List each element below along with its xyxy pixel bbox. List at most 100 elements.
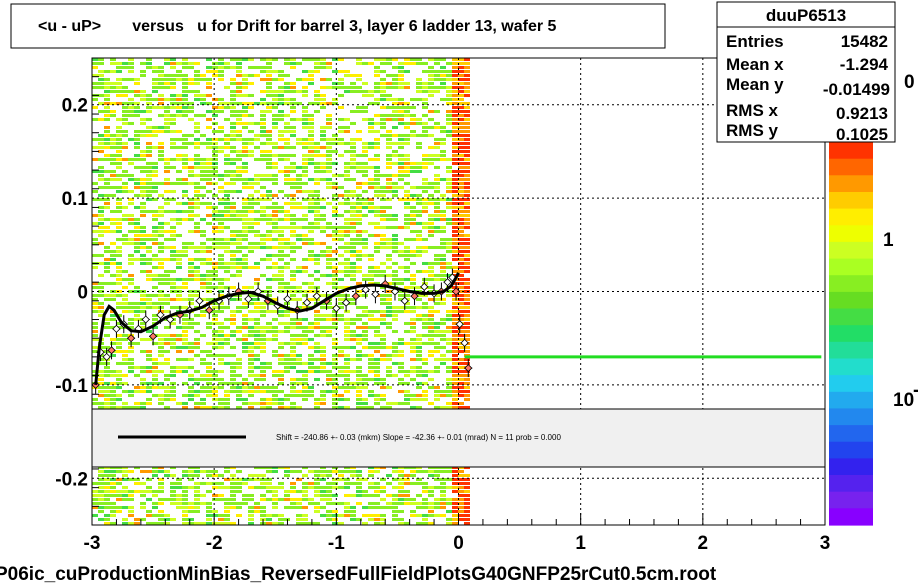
heat-cell <box>374 154 380 157</box>
heat-cell <box>392 190 398 193</box>
heat-cell <box>332 86 338 89</box>
heat-cell <box>416 478 422 481</box>
heat-cell <box>236 214 242 217</box>
heat-cell <box>128 510 134 513</box>
heat-cell <box>314 262 320 265</box>
heat-cell <box>422 134 428 137</box>
heat-cell <box>296 334 302 337</box>
heat-cell <box>224 174 230 177</box>
heat-cell <box>272 94 278 97</box>
heat-cell <box>302 214 308 217</box>
heat-cell <box>440 506 446 509</box>
heat-cell <box>146 62 152 65</box>
heat-cell <box>386 138 392 141</box>
heat-cell <box>194 274 200 277</box>
heat-cell <box>92 402 98 405</box>
heat-cell <box>302 238 308 241</box>
heat-cell <box>290 390 296 393</box>
heat-cell <box>374 58 380 61</box>
heat-cell <box>110 486 116 489</box>
heat-cell <box>182 314 188 317</box>
heat-cell <box>212 278 218 281</box>
heat-cell <box>224 66 230 69</box>
heat-cell <box>152 134 158 137</box>
heat-cell <box>272 182 278 185</box>
heat-cell <box>116 166 122 169</box>
heat-cell <box>308 194 314 197</box>
profile-point <box>455 320 464 329</box>
heat-cell <box>380 122 386 125</box>
heat-cell <box>458 162 464 165</box>
heat-cell <box>218 186 224 189</box>
heat-cell <box>464 318 470 321</box>
heat-cell <box>464 246 470 249</box>
heat-cell <box>176 114 182 117</box>
heat-cell <box>122 218 128 221</box>
heat-cell <box>314 182 320 185</box>
heat-cell <box>182 406 188 409</box>
heat-cell <box>380 94 386 97</box>
heat-cell <box>266 134 272 137</box>
heat-cell <box>170 158 176 161</box>
heat-cell <box>458 338 464 341</box>
heat-cell <box>116 398 122 401</box>
palette-cell <box>829 275 873 293</box>
heat-cell <box>344 70 350 73</box>
heat-cell <box>326 470 332 473</box>
heat-cell <box>290 350 296 353</box>
heat-cell <box>92 230 98 233</box>
heat-cell <box>290 394 296 397</box>
heat-cell <box>458 142 464 145</box>
heat-cell <box>254 338 260 341</box>
heat-cell <box>362 314 368 317</box>
heat-cell <box>206 298 212 301</box>
heat-cell <box>164 358 170 361</box>
heat-cell <box>302 206 308 209</box>
heat-cell <box>134 90 140 93</box>
heat-cell <box>194 338 200 341</box>
heat-cell <box>314 322 320 325</box>
heat-cell <box>320 98 326 101</box>
heat-cell <box>350 370 356 373</box>
heat-cell <box>458 86 464 89</box>
heat-cell <box>386 118 392 121</box>
heat-cell <box>434 278 440 281</box>
heat-cell <box>464 110 470 113</box>
heat-cell <box>110 210 116 213</box>
heat-cell <box>188 278 194 281</box>
heat-cell <box>98 490 104 493</box>
heat-cell <box>428 330 434 333</box>
heat-cell <box>314 242 320 245</box>
heat-cell <box>260 346 266 349</box>
heat-cell <box>140 302 146 305</box>
heat-cell <box>188 262 194 265</box>
heat-cell <box>236 274 242 277</box>
heat-cell <box>188 290 194 293</box>
heat-cell <box>212 310 218 313</box>
heat-cell <box>398 250 404 253</box>
heat-cell <box>296 266 302 269</box>
heat-cell <box>464 406 470 409</box>
heat-cell <box>200 522 206 525</box>
heat-cell <box>338 406 344 409</box>
heat-cell <box>356 186 362 189</box>
heat-cell <box>356 166 362 169</box>
heat-cell <box>200 170 206 173</box>
heat-cell <box>392 226 398 229</box>
heat-cell <box>350 202 356 205</box>
heat-cell <box>152 286 158 289</box>
heat-cell <box>416 298 422 301</box>
heat-cell <box>212 398 218 401</box>
heat-cell <box>416 82 422 85</box>
heat-cell <box>116 202 122 205</box>
heat-cell <box>314 226 320 229</box>
heat-cell <box>140 494 146 497</box>
heat-cell <box>116 278 122 281</box>
heat-cell <box>290 226 296 229</box>
heat-cell <box>464 174 470 177</box>
heat-cell <box>308 322 314 325</box>
heat-cell <box>296 226 302 229</box>
heat-cell <box>110 390 116 393</box>
heat-cell <box>248 346 254 349</box>
heat-cell <box>338 286 344 289</box>
